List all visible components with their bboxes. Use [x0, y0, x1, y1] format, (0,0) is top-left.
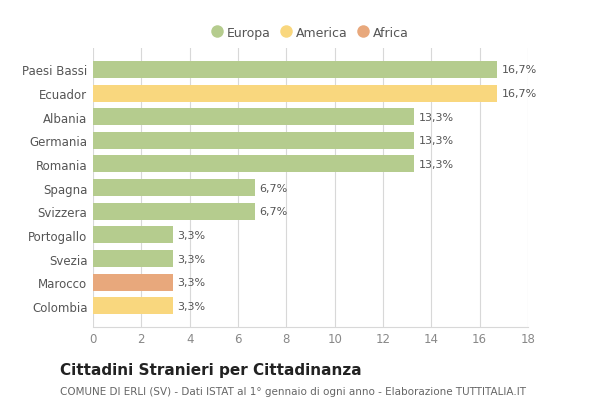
Bar: [93, 180, 255, 197]
Text: 16,7%: 16,7%: [502, 65, 536, 75]
Bar: [93, 85, 497, 102]
Text: 3,3%: 3,3%: [178, 277, 206, 288]
Text: 16,7%: 16,7%: [502, 89, 536, 99]
Text: 13,3%: 13,3%: [419, 112, 454, 122]
Legend: Europa, America, Africa: Europa, America, Africa: [207, 22, 414, 45]
Bar: [93, 133, 415, 149]
Bar: [93, 227, 173, 244]
Text: 3,3%: 3,3%: [178, 254, 206, 264]
Text: 6,7%: 6,7%: [260, 207, 288, 217]
Bar: [93, 298, 173, 315]
Text: 6,7%: 6,7%: [260, 183, 288, 193]
Bar: [93, 274, 173, 291]
Text: Cittadini Stranieri per Cittadinanza: Cittadini Stranieri per Cittadinanza: [60, 362, 362, 377]
Text: 3,3%: 3,3%: [178, 230, 206, 240]
Text: 13,3%: 13,3%: [419, 160, 454, 170]
Bar: [93, 250, 173, 267]
Text: 3,3%: 3,3%: [178, 301, 206, 311]
Text: 13,3%: 13,3%: [419, 136, 454, 146]
Bar: [93, 62, 497, 79]
Bar: [93, 109, 415, 126]
Bar: [93, 156, 415, 173]
Bar: [93, 203, 255, 220]
Text: COMUNE DI ERLI (SV) - Dati ISTAT al 1° gennaio di ogni anno - Elaborazione TUTTI: COMUNE DI ERLI (SV) - Dati ISTAT al 1° g…: [60, 387, 526, 396]
